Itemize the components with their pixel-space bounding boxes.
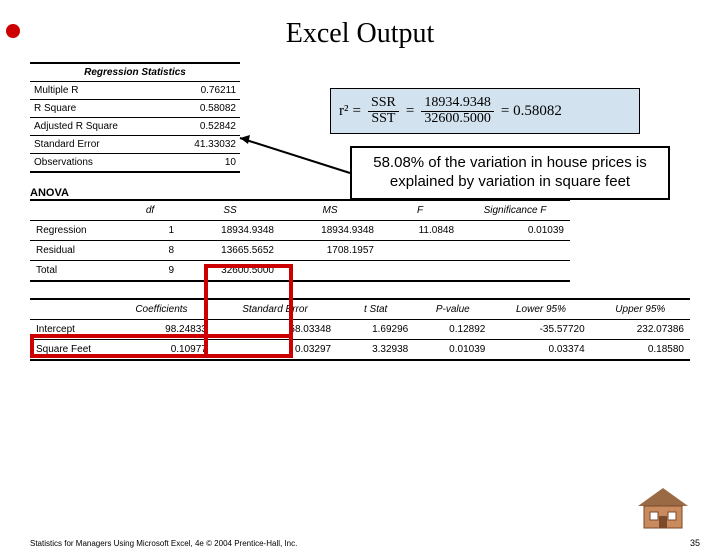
regstats-header: Regression Statistics bbox=[30, 63, 240, 82]
slide-title: Excel Output bbox=[0, 18, 720, 50]
coefficients-table: Coefficients Standard Error t Stat P-val… bbox=[30, 298, 690, 361]
anova-table: df SS MS F Significance F Regression 1 1… bbox=[30, 199, 570, 282]
logo-dot bbox=[6, 24, 20, 38]
callout-text: 58.08% of the variation in house prices … bbox=[350, 146, 670, 200]
regression-stats-table: Regression Statistics Multiple R0.76211 … bbox=[30, 62, 240, 173]
r-squared-formula: r² = SSRSST = 18934.934832600.5000 = 0.5… bbox=[330, 88, 640, 134]
footer-text: Statistics for Managers Using Microsoft … bbox=[30, 539, 297, 548]
house-icon bbox=[636, 486, 690, 530]
